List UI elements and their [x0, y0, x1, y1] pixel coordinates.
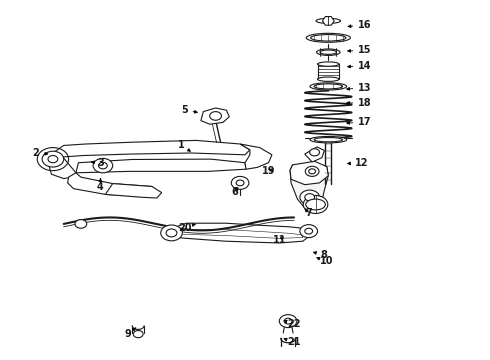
- Polygon shape: [201, 108, 229, 124]
- Polygon shape: [48, 153, 76, 179]
- Circle shape: [279, 315, 297, 328]
- Text: 12: 12: [348, 158, 368, 168]
- Circle shape: [300, 190, 319, 204]
- Text: 10: 10: [317, 256, 334, 266]
- Circle shape: [48, 156, 58, 163]
- Ellipse shape: [314, 138, 343, 142]
- Ellipse shape: [311, 35, 346, 41]
- Text: 3: 3: [91, 158, 104, 168]
- Text: 11: 11: [272, 235, 286, 246]
- Circle shape: [310, 149, 319, 156]
- Ellipse shape: [306, 199, 325, 210]
- Text: 5: 5: [181, 105, 197, 115]
- Circle shape: [166, 229, 177, 237]
- Circle shape: [300, 225, 318, 238]
- Circle shape: [93, 158, 113, 173]
- Polygon shape: [290, 161, 328, 185]
- Circle shape: [231, 176, 249, 189]
- Circle shape: [98, 162, 107, 169]
- Ellipse shape: [314, 84, 343, 89]
- Polygon shape: [76, 159, 246, 173]
- Text: 7: 7: [305, 208, 312, 218]
- Ellipse shape: [318, 62, 339, 66]
- Text: 4: 4: [97, 179, 104, 192]
- Text: 6: 6: [232, 186, 239, 197]
- Ellipse shape: [306, 33, 350, 42]
- Ellipse shape: [318, 77, 339, 81]
- Text: 2: 2: [32, 148, 48, 158]
- Circle shape: [305, 194, 315, 201]
- Text: 20: 20: [178, 222, 195, 233]
- Polygon shape: [68, 173, 157, 197]
- Polygon shape: [167, 223, 311, 243]
- Text: 17: 17: [347, 117, 372, 127]
- Ellipse shape: [310, 136, 347, 143]
- Text: 1: 1: [178, 140, 190, 151]
- Circle shape: [210, 112, 221, 120]
- Circle shape: [161, 225, 182, 241]
- Polygon shape: [240, 144, 272, 169]
- Circle shape: [305, 166, 319, 176]
- Text: 21: 21: [284, 337, 301, 347]
- Text: 13: 13: [347, 83, 372, 93]
- Polygon shape: [318, 64, 339, 79]
- Circle shape: [303, 195, 328, 213]
- Circle shape: [133, 330, 143, 338]
- Ellipse shape: [317, 49, 340, 55]
- Circle shape: [236, 180, 244, 186]
- Polygon shape: [53, 140, 250, 157]
- Text: 19: 19: [262, 166, 275, 176]
- Text: 9: 9: [124, 328, 136, 339]
- Text: 16: 16: [348, 20, 372, 30]
- Circle shape: [75, 220, 87, 228]
- Ellipse shape: [310, 83, 347, 90]
- Circle shape: [42, 151, 64, 167]
- Circle shape: [305, 228, 313, 234]
- Polygon shape: [105, 184, 162, 198]
- Ellipse shape: [316, 18, 341, 23]
- Polygon shape: [322, 17, 334, 25]
- Text: 18: 18: [347, 98, 372, 108]
- Text: 22: 22: [284, 319, 301, 329]
- Circle shape: [284, 318, 292, 324]
- Circle shape: [309, 169, 316, 174]
- Ellipse shape: [320, 50, 337, 54]
- Polygon shape: [290, 165, 328, 210]
- Text: 15: 15: [348, 45, 372, 55]
- Text: 8: 8: [314, 250, 327, 260]
- Text: 14: 14: [348, 60, 372, 71]
- Polygon shape: [305, 147, 324, 162]
